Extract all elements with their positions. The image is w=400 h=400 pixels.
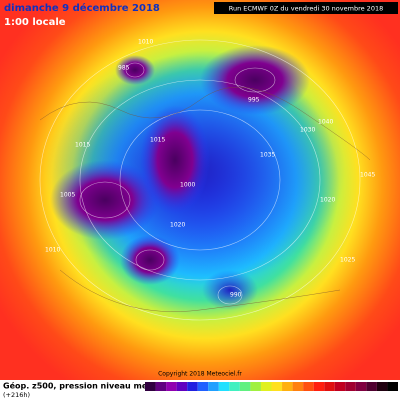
copyright: Copyright 2018 Meteociel.fr bbox=[158, 371, 242, 378]
scale-swatch bbox=[208, 382, 219, 391]
isobar-label: 1010 bbox=[45, 247, 60, 254]
run: Run ECMWF 0Z du vendredi 30 novembre 201… bbox=[229, 5, 383, 13]
isobar-labels: 1010 995 1015 1000 1005 1020 1025 1030 1035 1040 9… bbox=[45, 39, 375, 299]
scale-swatch bbox=[292, 382, 304, 391]
scale-swatch bbox=[187, 382, 198, 391]
isobar-label: 1020 bbox=[170, 222, 185, 229]
scale-swatch bbox=[282, 382, 293, 391]
scale-swatch bbox=[155, 382, 167, 391]
isobar-label: 990 bbox=[230, 292, 242, 299]
scale-swatch bbox=[260, 382, 272, 391]
isobar-label: 1020 bbox=[320, 197, 335, 204]
scale-swatch bbox=[218, 382, 230, 391]
time: 1:00 locale bbox=[4, 17, 66, 28]
low-centre bbox=[200, 45, 310, 115]
scale-swatch bbox=[176, 382, 188, 391]
isobars bbox=[39, 39, 361, 321]
low-centre bbox=[50, 160, 160, 240]
isobar-label: 1040 bbox=[318, 119, 333, 126]
color-scale bbox=[145, 382, 398, 391]
lead-time: (+216h) bbox=[3, 391, 30, 399]
isobar-label: 1010 bbox=[138, 39, 153, 46]
scale-swatch bbox=[355, 382, 367, 391]
isobar-label: 1005 bbox=[60, 192, 75, 199]
date: dimanche 9 décembre 2018 bbox=[4, 2, 160, 14]
scale-swatch bbox=[345, 382, 356, 391]
scale-swatch bbox=[334, 382, 346, 391]
scale-swatch bbox=[387, 382, 398, 391]
isobar-label: 1000 bbox=[180, 182, 195, 189]
scale-swatch bbox=[376, 382, 388, 391]
isobar-label: 1025 bbox=[340, 257, 355, 264]
isobar-label: 985 bbox=[118, 65, 130, 72]
isobar-label: 1015 bbox=[150, 137, 165, 144]
isobar-label: 995 bbox=[248, 97, 260, 104]
scale-swatch bbox=[303, 382, 314, 391]
scale-swatch bbox=[271, 382, 283, 391]
scale-swatch bbox=[229, 382, 240, 391]
scale-swatch bbox=[324, 382, 335, 391]
run-box bbox=[214, 2, 398, 14]
isobar-label: 1045 bbox=[360, 172, 375, 179]
scale-swatch bbox=[313, 382, 325, 391]
footer-title: Géop. z500, pression niveau mer bbox=[3, 381, 151, 391]
low-centre bbox=[140, 105, 210, 215]
scale-swatch bbox=[145, 382, 156, 391]
low-centre bbox=[202, 270, 258, 310]
scale-swatch bbox=[197, 382, 209, 391]
scale-swatch bbox=[239, 382, 251, 391]
scale-swatch bbox=[166, 382, 177, 391]
isobar-label: 1030 bbox=[300, 127, 315, 134]
scale-swatch bbox=[250, 382, 261, 391]
coastlines bbox=[39, 86, 371, 312]
low-centre bbox=[115, 55, 155, 85]
scale-swatch bbox=[366, 382, 377, 391]
isobar-label: 1015 bbox=[75, 142, 90, 149]
isobar-label: 1035 bbox=[260, 152, 275, 159]
low-centre bbox=[120, 235, 180, 285]
